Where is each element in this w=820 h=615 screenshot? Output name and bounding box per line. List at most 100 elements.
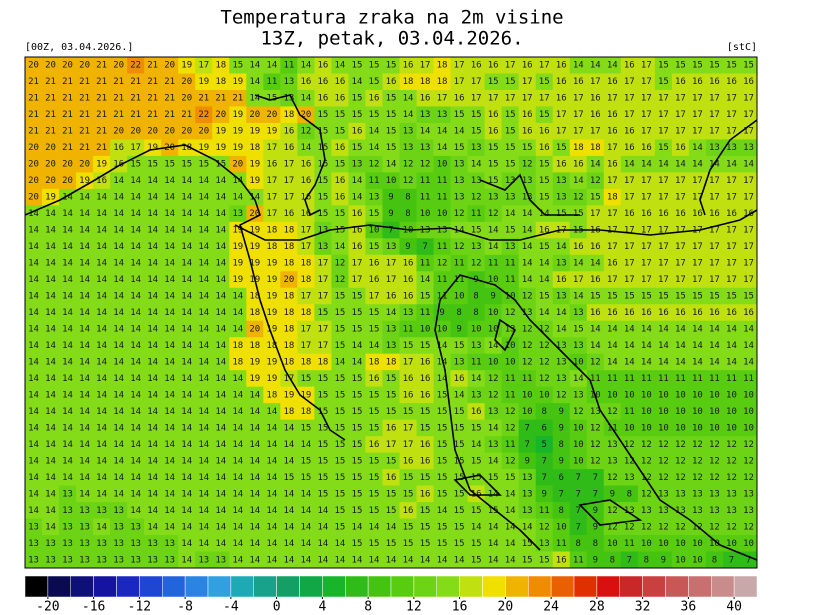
temp-cell bbox=[654, 386, 673, 404]
temp-value: 14 bbox=[28, 440, 39, 450]
temp-value: 14 bbox=[317, 555, 328, 565]
colorbar-label: 16 bbox=[452, 600, 468, 615]
temp-value: 14 bbox=[164, 407, 175, 417]
temp-value: 17 bbox=[743, 176, 754, 186]
temp-value: 14 bbox=[130, 423, 141, 433]
temp-value: 22 bbox=[130, 61, 141, 71]
temp-value: 14 bbox=[181, 308, 192, 318]
temp-cell bbox=[416, 353, 435, 371]
temp-value: 14 bbox=[266, 555, 277, 565]
temp-value: 11 bbox=[471, 357, 482, 367]
temp-value: 14 bbox=[590, 160, 601, 170]
temp-cell bbox=[399, 238, 418, 256]
temp-value: 14 bbox=[45, 226, 56, 236]
temp-value: 15 bbox=[403, 407, 414, 417]
temp-value: 15 bbox=[369, 110, 380, 120]
temp-value: 11 bbox=[369, 176, 380, 186]
temp-cell bbox=[178, 155, 196, 173]
temp-value: 10 bbox=[437, 160, 448, 170]
colorbar-box bbox=[413, 575, 437, 598]
temp-value: 17 bbox=[624, 193, 635, 203]
temp-cell bbox=[535, 89, 554, 107]
temp-cell bbox=[348, 89, 366, 107]
temp-value: 14 bbox=[79, 292, 90, 302]
temp-cell bbox=[382, 57, 401, 74]
temp-cell bbox=[144, 89, 162, 107]
temp-cell bbox=[76, 304, 94, 322]
temp-value: 14 bbox=[147, 390, 158, 400]
temp-cell bbox=[59, 73, 77, 91]
temp-cell bbox=[484, 57, 503, 74]
temp-cell bbox=[25, 320, 43, 338]
temp-value: 12 bbox=[692, 440, 703, 450]
temp-value: 19 bbox=[249, 160, 260, 170]
temp-value: 13 bbox=[96, 539, 107, 549]
temp-value: 14 bbox=[45, 390, 56, 400]
temp-cell bbox=[212, 287, 230, 305]
temp-value: 20 bbox=[198, 127, 209, 137]
temp-value: 21 bbox=[28, 77, 39, 87]
temp-cell bbox=[569, 106, 588, 124]
temp-value: 8 bbox=[593, 539, 598, 549]
temp-cell bbox=[59, 337, 77, 355]
temp-value: 14 bbox=[198, 473, 209, 483]
temp-value: 15 bbox=[505, 77, 516, 87]
temp-value: 9 bbox=[439, 308, 444, 318]
temp-cell bbox=[127, 304, 145, 322]
temp-value: 13 bbox=[556, 374, 567, 384]
temp-cell bbox=[450, 172, 469, 190]
temp-cell bbox=[348, 271, 366, 289]
temp-cell bbox=[535, 57, 554, 74]
temp-value: 15 bbox=[709, 61, 720, 71]
temp-value: 17 bbox=[658, 242, 669, 252]
temp-value: 16 bbox=[556, 94, 567, 104]
temp-value: 15 bbox=[335, 308, 346, 318]
temp-value: 15 bbox=[386, 390, 397, 400]
temp-value: 15 bbox=[386, 374, 397, 384]
temp-cell bbox=[416, 271, 435, 289]
temp-value: 15 bbox=[539, 176, 550, 186]
temp-value: 13 bbox=[62, 489, 73, 499]
temp-value: 14 bbox=[181, 209, 192, 219]
temp-value: 14 bbox=[147, 275, 158, 285]
temp-cell bbox=[399, 353, 418, 371]
temp-cell bbox=[671, 287, 690, 305]
temp-value: 14 bbox=[198, 440, 209, 450]
temp-value: 14 bbox=[437, 143, 448, 153]
temp-cell bbox=[501, 304, 520, 322]
temp-cell bbox=[297, 89, 315, 107]
temp-value: 17 bbox=[743, 275, 754, 285]
temp-cell bbox=[178, 304, 196, 322]
temp-value: 18 bbox=[283, 407, 294, 417]
temp-value: 20 bbox=[232, 160, 243, 170]
temp-value: 15 bbox=[335, 390, 346, 400]
temp-cell bbox=[280, 139, 298, 157]
temp-value: 13 bbox=[352, 160, 363, 170]
temp-value: 12 bbox=[539, 341, 550, 351]
temp-value: 17 bbox=[283, 160, 294, 170]
temp-value: 16 bbox=[403, 390, 414, 400]
temp-cell bbox=[552, 304, 571, 322]
temp-value: 14 bbox=[164, 193, 175, 203]
temp-value: 14 bbox=[113, 242, 124, 252]
temp-cell bbox=[637, 122, 656, 140]
temp-cell bbox=[433, 106, 452, 124]
temp-cell bbox=[297, 353, 315, 371]
temp-cell bbox=[382, 304, 401, 322]
temp-value: 15 bbox=[471, 110, 482, 120]
temp-cell bbox=[739, 73, 758, 91]
colorbar-label: 4 bbox=[318, 600, 326, 615]
temp-value: 11 bbox=[692, 374, 703, 384]
temp-cell bbox=[399, 122, 418, 140]
temp-cell bbox=[297, 403, 315, 421]
temp-cell bbox=[484, 337, 503, 355]
colorbar-label: -16 bbox=[82, 600, 105, 615]
temp-cell bbox=[552, 320, 571, 338]
temp-cell bbox=[518, 254, 537, 272]
temp-cell bbox=[212, 57, 230, 74]
temp-value: 13 bbox=[96, 555, 107, 565]
temp-value: 20 bbox=[130, 127, 141, 137]
temp-value: 14 bbox=[79, 489, 90, 499]
temp-value: 9 bbox=[490, 292, 495, 302]
temp-cell bbox=[59, 304, 77, 322]
